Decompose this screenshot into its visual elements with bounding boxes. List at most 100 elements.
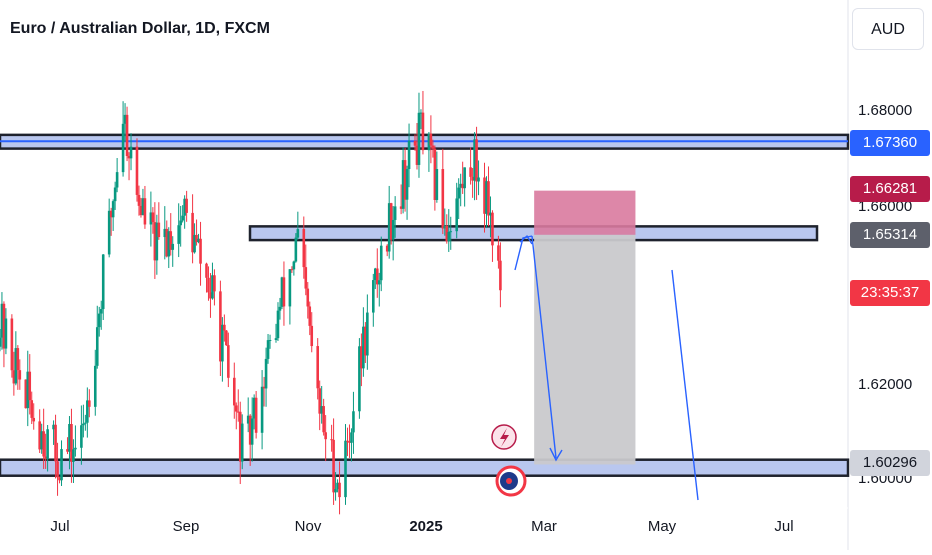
candle-body bbox=[82, 423, 85, 426]
candle-body bbox=[125, 114, 129, 156]
candle-body bbox=[26, 371, 30, 409]
candle-body bbox=[282, 277, 286, 307]
candle-body bbox=[413, 140, 417, 146]
candle-body bbox=[449, 231, 453, 233]
candle-body bbox=[463, 167, 466, 189]
candle-body bbox=[330, 439, 333, 441]
candle-body bbox=[304, 267, 308, 289]
candle-body bbox=[227, 345, 230, 378]
candle-body bbox=[209, 292, 212, 299]
candle-body bbox=[318, 388, 321, 414]
candle-body bbox=[30, 400, 34, 418]
candle-body bbox=[346, 440, 349, 442]
candle-body bbox=[334, 489, 337, 493]
candle-body bbox=[366, 312, 369, 356]
arrow-head-down[interactable] bbox=[549, 447, 563, 462]
candle-body bbox=[417, 112, 421, 165]
x-tick-label: Jul bbox=[774, 518, 794, 535]
candle-body bbox=[262, 386, 266, 389]
stop-loss-box[interactable] bbox=[534, 190, 636, 235]
candle-body bbox=[407, 140, 411, 170]
candle-body bbox=[268, 339, 272, 341]
candle-body bbox=[223, 324, 226, 331]
candle-body bbox=[308, 306, 312, 326]
candle-body bbox=[72, 449, 75, 462]
candle-body bbox=[296, 229, 300, 238]
candle-body bbox=[165, 228, 169, 257]
candle-body bbox=[56, 461, 59, 478]
candle-body bbox=[443, 225, 447, 229]
candle-body bbox=[221, 324, 224, 362]
trend-projection-line[interactable] bbox=[671, 269, 699, 501]
x-tick-label: Nov bbox=[294, 518, 322, 535]
arrow-head-up[interactable] bbox=[519, 234, 533, 245]
candle-body bbox=[373, 268, 377, 281]
candle-body bbox=[219, 291, 222, 362]
y-tick-label: 1.62000 bbox=[858, 376, 913, 393]
candle-body bbox=[234, 405, 238, 412]
candle-body bbox=[151, 212, 155, 223]
support-zone[interactable] bbox=[0, 458, 850, 477]
x-tick-label: Sep bbox=[172, 518, 200, 535]
candle-body bbox=[364, 326, 367, 356]
candle-body bbox=[280, 277, 284, 307]
candle-body bbox=[360, 346, 363, 369]
candle-body bbox=[32, 417, 36, 422]
candle-body bbox=[115, 172, 119, 188]
countdown-tag: 23:35:37 bbox=[850, 280, 930, 306]
candle-body bbox=[292, 261, 296, 270]
candle-body bbox=[455, 198, 459, 232]
candle-body bbox=[207, 277, 210, 293]
candle-body bbox=[246, 415, 250, 424]
candle-body bbox=[46, 429, 49, 460]
candle-body bbox=[344, 440, 347, 498]
candle-body bbox=[58, 477, 61, 481]
candle-body bbox=[66, 449, 69, 452]
candle-body bbox=[84, 422, 87, 424]
candle-body bbox=[387, 203, 391, 252]
candle-body bbox=[74, 447, 77, 450]
x-tick-label: May bbox=[647, 518, 677, 535]
candle-body bbox=[358, 346, 361, 412]
candle-body bbox=[42, 431, 45, 457]
candle-body bbox=[310, 325, 314, 347]
candle-body bbox=[60, 449, 63, 481]
candle-body bbox=[362, 326, 365, 369]
candle-body bbox=[352, 411, 355, 433]
candle-body bbox=[24, 379, 28, 409]
candle-body bbox=[101, 254, 105, 310]
candle-body bbox=[123, 114, 127, 124]
x-tick-label: 2025 bbox=[409, 518, 443, 535]
candle-body bbox=[232, 377, 236, 406]
candle-body bbox=[185, 198, 188, 213]
candle-body bbox=[403, 160, 407, 200]
candle-body bbox=[441, 169, 445, 229]
candle-body bbox=[348, 441, 351, 443]
candle-body bbox=[320, 406, 323, 414]
candle-body bbox=[431, 145, 435, 149]
candle-body bbox=[288, 269, 292, 307]
candle-body bbox=[195, 234, 198, 243]
candle-body bbox=[393, 206, 397, 220]
candle-body bbox=[294, 237, 298, 262]
candle-body bbox=[260, 386, 264, 433]
candle-body bbox=[489, 212, 492, 216]
candle-body bbox=[143, 198, 147, 225]
candle-body bbox=[447, 231, 451, 242]
candle-body bbox=[149, 212, 153, 225]
candle-body bbox=[415, 145, 419, 165]
currency-button[interactable]: AUD bbox=[852, 8, 924, 50]
projection-arrow-up[interactable] bbox=[514, 235, 533, 271]
candle-body bbox=[141, 198, 145, 216]
candle-body bbox=[163, 228, 167, 238]
candle-body bbox=[193, 234, 196, 253]
candle-body bbox=[113, 187, 117, 202]
candle-body bbox=[97, 313, 101, 328]
candle-body bbox=[213, 275, 216, 292]
middle-zone[interactable] bbox=[248, 225, 819, 242]
candle-body bbox=[324, 432, 327, 440]
take-profit-box[interactable] bbox=[534, 234, 636, 465]
projection-arrow-down[interactable] bbox=[531, 235, 557, 459]
